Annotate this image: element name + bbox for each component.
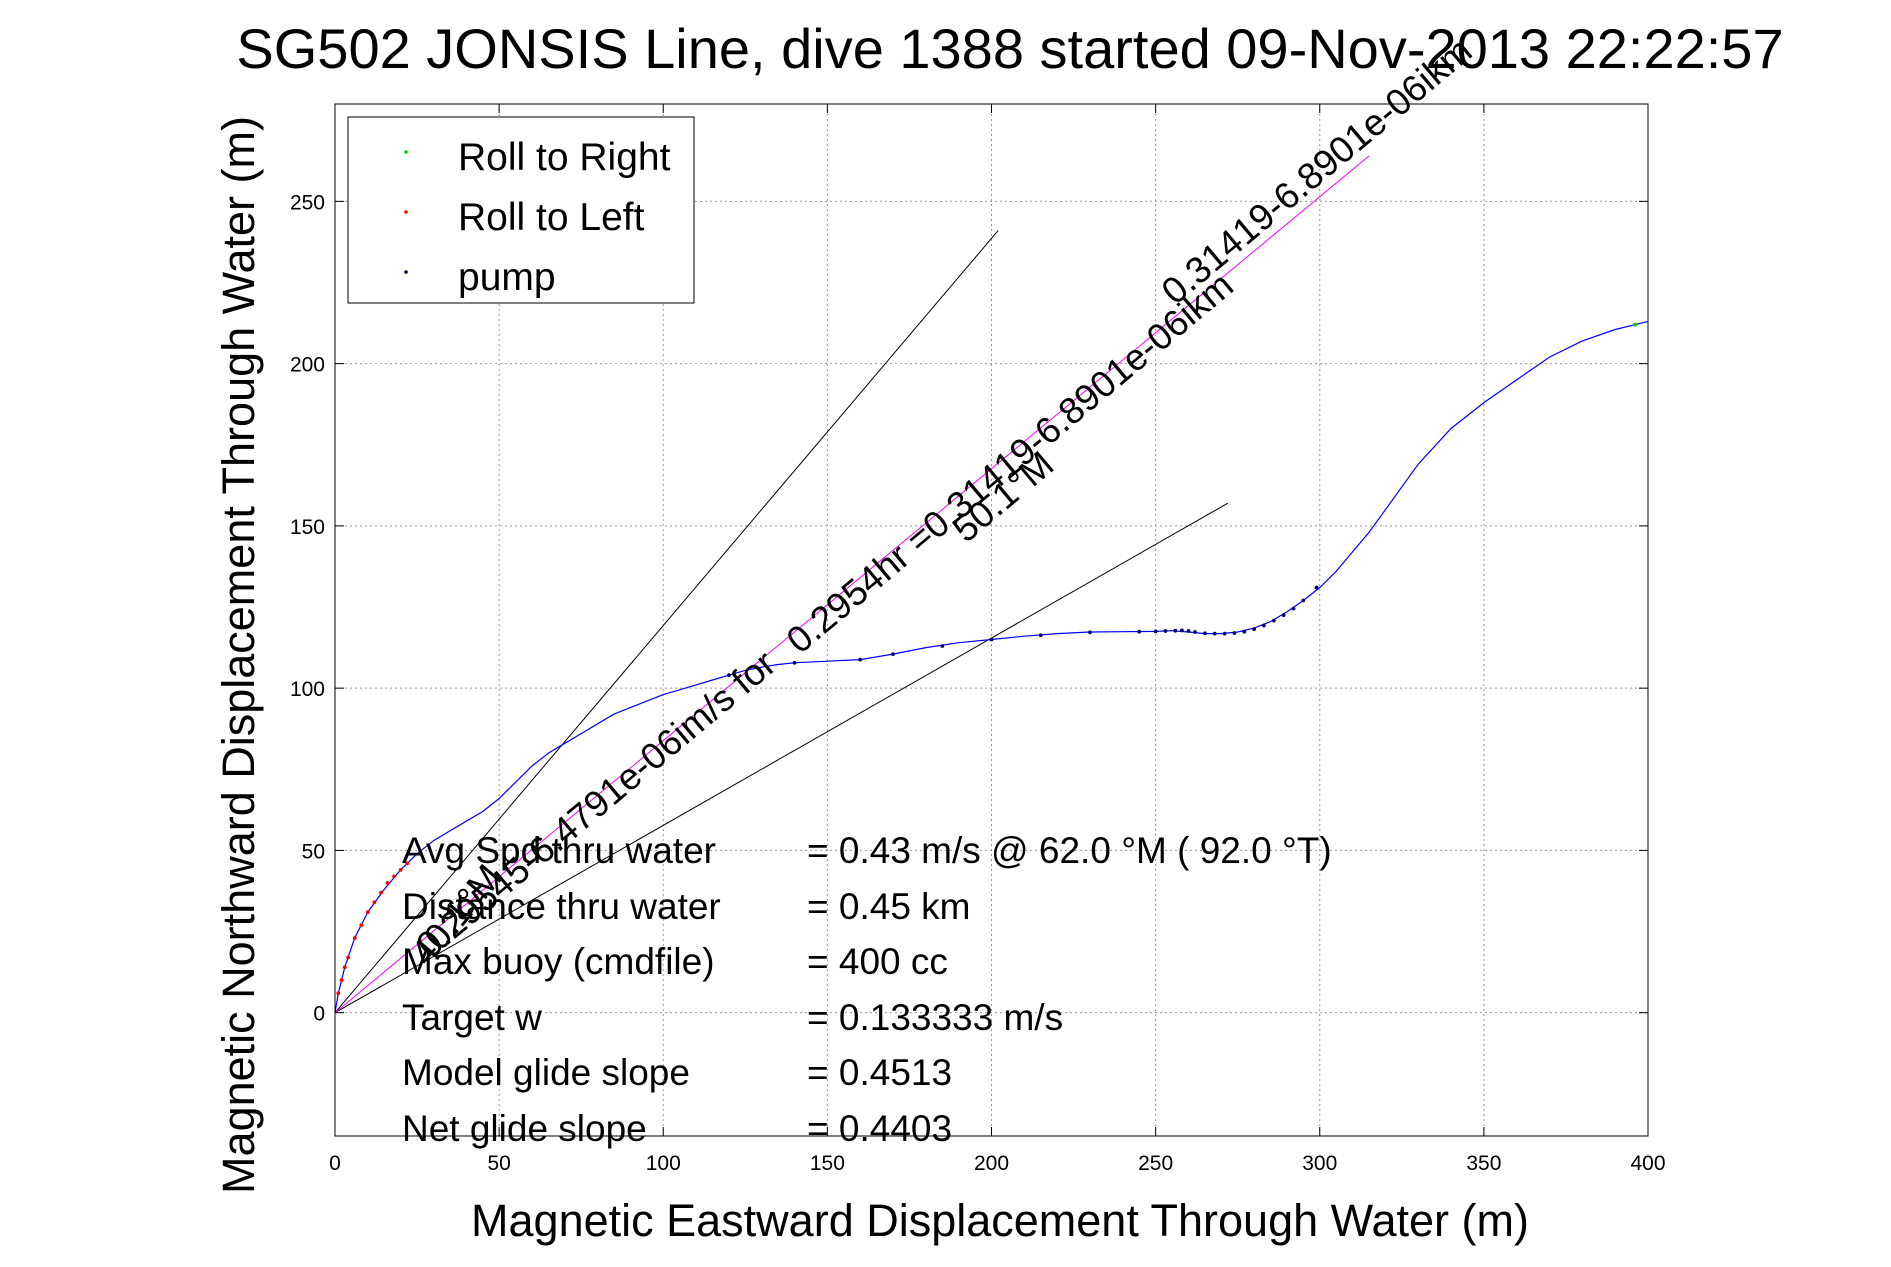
point-roll-to-left [365,910,370,914]
x-tick-label: 0 [329,1152,341,1175]
stat-value-model-glide: = 0.4513 [807,1052,952,1093]
point-roll-to-left [392,874,396,879]
stat-label-max-buoy: Max buoy (cmdfile) [402,941,715,982]
point-roll-to-left [405,861,410,866]
point-pump [1180,628,1184,633]
grid [335,104,1648,1136]
y-tick-label: 0 [313,1003,325,1026]
point-pump [792,660,797,665]
point-pump [1212,631,1217,636]
point-roll-to-left [342,965,347,970]
tick-labels: 0 50 100 150 200 250 300 350 400 0 50 100 150 200 250 [290,191,1666,1175]
y-axis-label: Magnetic Northward Displacement Through … [213,116,264,1194]
x-tick-label: 400 [1630,1152,1665,1175]
axes-frame [334,103,1649,1137]
y-tick-label: 200 [290,354,325,377]
y-tick-label: 250 [290,191,325,214]
point-pump [1222,631,1227,636]
point-pump [727,673,731,678]
reference-lines [334,155,1370,1014]
reference-line-0 [334,230,999,1014]
y-tick-label: 150 [290,516,325,539]
point-pump [891,652,895,656]
point-roll-to-left [379,890,383,895]
stat-label-avg-speed: Avg Spd thru water [402,830,716,871]
legend-label-roll-left: Roll to Left [458,196,645,239]
point-roll-to-right [1633,322,1637,327]
stat-value-avg-speed: = 0.43 m/s @ 62.0 °M ( 92.0 °T) [807,830,1332,871]
point-pump [1193,630,1197,634]
x-tick-label: 300 [1302,1152,1337,1175]
point-pump [858,657,863,662]
point-pump [1186,629,1191,633]
stat-value-target-w: = 0.133333 m/s [807,997,1063,1038]
reference-line-2 [334,155,1370,1014]
legend-marker-roll-right [404,150,408,154]
point-pump [1281,613,1286,617]
point-roll-to-left [339,978,344,983]
point-pump [1262,623,1266,628]
stat-label-net-glide: Net glide slope [402,1108,647,1149]
stat-value-net-glide: = 0.4403 [807,1108,952,1149]
x-tick-label: 350 [1466,1152,1501,1175]
legend-label-pump: pump [458,256,556,299]
stat-label-model-glide: Model glide slope [402,1052,690,1093]
chart-title: SG502 JONSIS Line, dive 1388 started 09-… [236,17,1783,80]
stat-value-distance: = 0.45 km [807,886,971,927]
point-pump [1301,598,1306,603]
stat-value-max-buoy: = 400 cc [807,941,948,982]
point-pump [1153,629,1158,634]
stat-label-distance: Distance thru water [402,886,721,927]
point-pump [1137,629,1142,634]
data-series [334,320,1649,1013]
point-roll-to-left [385,881,390,885]
point-pump [1088,630,1092,635]
x-tick-label: 200 [974,1152,1009,1175]
point-pump [1173,628,1178,633]
y-tick-label: 50 [302,840,325,863]
point-pump [1252,627,1256,631]
point-pump [1163,629,1168,633]
dive-stats: Avg Spd thru water = 0.43 m/s @ 62.0 °M … [402,830,1332,1149]
point-pump [940,644,945,648]
point-pump [1242,629,1247,634]
point-pump [1232,631,1237,635]
x-axis-label: Magnetic Eastward Displacement Through W… [471,1195,1529,1246]
legend: Roll to Right Roll to Left pump [347,116,695,304]
point-pump [1271,618,1276,623]
axes-box [334,103,1649,1137]
point-roll-to-left [336,991,341,996]
point-roll-to-left [372,900,377,905]
point-roll-to-left [359,923,364,927]
point-pump [989,637,994,642]
point-pump [1291,606,1296,611]
x-tick-label: 150 [810,1152,845,1175]
point-roll-to-left [398,868,403,872]
x-tick-label: 50 [487,1152,510,1175]
point-pump [1203,631,1207,636]
point-pump [1314,585,1319,590]
reference-line-1 [334,502,1229,1014]
stat-label-target-w: Target w [402,997,542,1038]
point-roll-to-left [346,955,350,960]
legend-marker-roll-left [404,210,408,214]
x-tick-label: 100 [646,1152,681,1175]
point-roll-to-left [352,936,357,940]
point-pump [1038,633,1043,638]
y-tick-label: 100 [290,678,325,701]
legend-label-roll-right: Roll to Right [458,136,671,179]
legend-marker-pump [404,270,408,274]
x-tick-label: 250 [1138,1152,1173,1175]
